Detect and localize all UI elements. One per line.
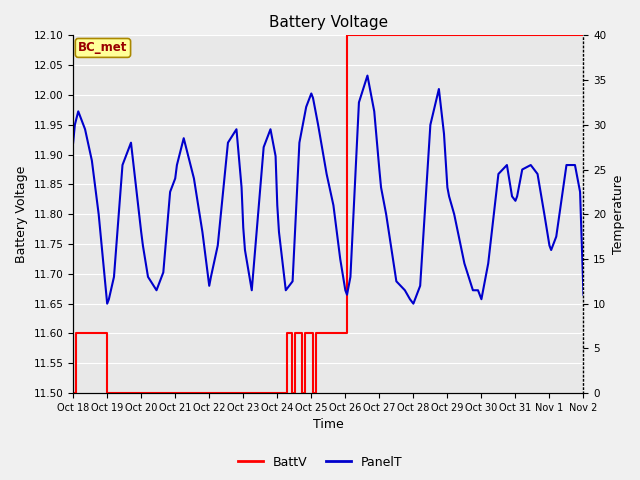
X-axis label: Time: Time xyxy=(313,419,344,432)
Title: Battery Voltage: Battery Voltage xyxy=(269,15,388,30)
Legend: BattV, PanelT: BattV, PanelT xyxy=(232,451,408,474)
Text: BC_met: BC_met xyxy=(78,41,127,54)
Y-axis label: Temperature: Temperature xyxy=(612,175,625,254)
Y-axis label: Battery Voltage: Battery Voltage xyxy=(15,166,28,263)
